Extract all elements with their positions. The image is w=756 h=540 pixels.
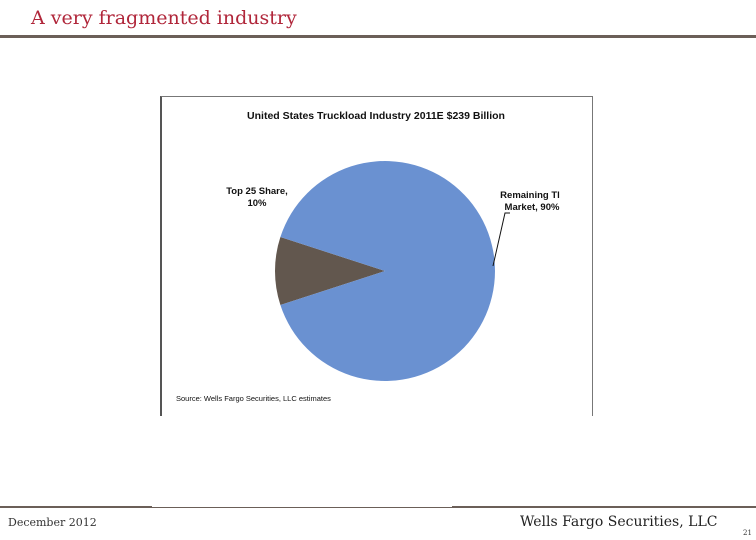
slice-label-remaining-line2: Market, 90% — [505, 202, 560, 213]
chart-title: United States Truckload Industry 2011E $… — [247, 110, 505, 122]
pie-slice-remaining — [280, 161, 495, 381]
chart-frame: United States Truckload Industry 2011E $… — [160, 96, 593, 416]
pie-slice-top25 — [274, 237, 385, 305]
footer-date: December 2012 — [8, 516, 97, 529]
title-rule — [0, 35, 756, 38]
footer-rule-middle — [152, 507, 452, 508]
slice-label-remaining-line1: Remaining Tl — [500, 190, 560, 201]
leader-line-remaining — [492, 212, 510, 267]
footer-company: Wells Fargo Securities, LLC — [520, 514, 718, 530]
slide-title: A very fragmented industry — [31, 7, 297, 29]
footer-rule-right — [452, 506, 756, 508]
page-number: 21 — [743, 529, 752, 537]
pie-slices — [274, 161, 495, 381]
slice-label-top25-line2: 10% — [247, 198, 267, 209]
slice-label-top25-line1: Top 25 Share, — [226, 186, 288, 197]
footer-rule-left — [0, 506, 152, 508]
chart-source: Source: Wells Fargo Securities, LLC esti… — [176, 394, 331, 403]
pie-chart: United States Truckload Industry 2011E $… — [176, 110, 560, 403]
